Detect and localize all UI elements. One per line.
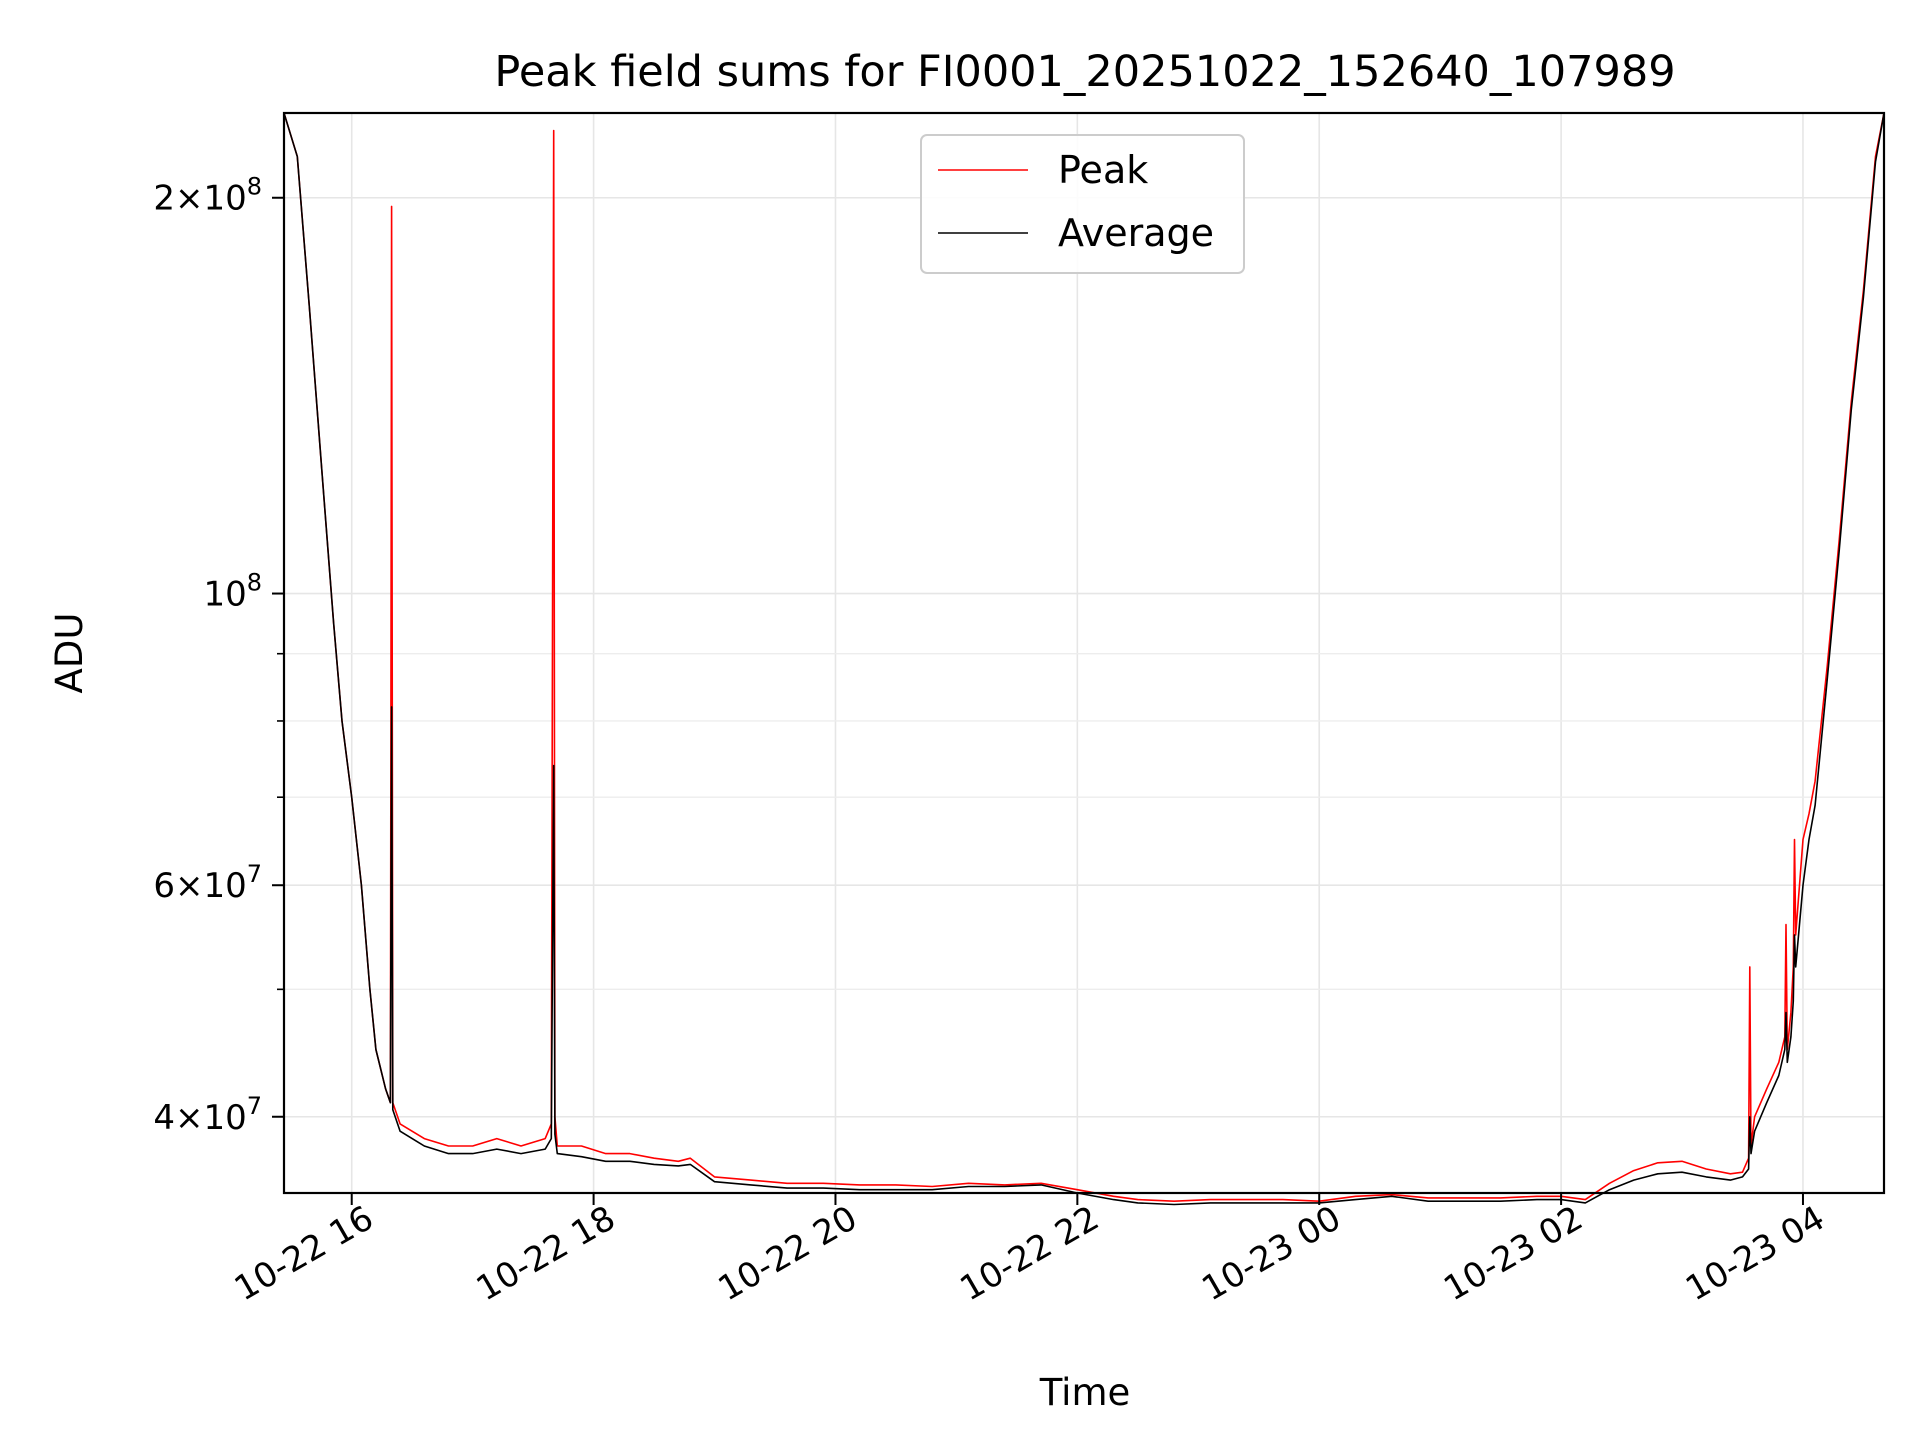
series-line-average — [283, 112, 1885, 1206]
y-tick-label: 2×108 — [153, 173, 262, 219]
chart-title: Peak field sums for FI0001_20251022_1526… — [494, 47, 1675, 97]
y-axis-label: ADU — [48, 613, 91, 694]
legend-average-label: Average — [1058, 211, 1214, 255]
legend-peak-label: Peak — [1058, 148, 1148, 192]
series-line-peak — [283, 112, 1885, 1202]
x-axis-label: Time — [1039, 1371, 1131, 1414]
y-tick-label: 6×107 — [153, 860, 262, 906]
legend: Peak Average — [920, 134, 1245, 274]
y-tick-label: 4×107 — [153, 1092, 262, 1138]
series-layer — [283, 112, 1885, 1206]
